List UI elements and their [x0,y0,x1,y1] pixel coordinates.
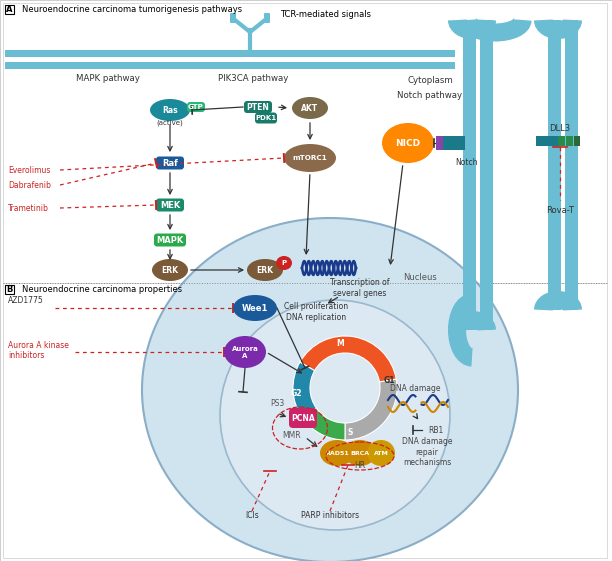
Text: ATM: ATM [373,450,389,456]
Text: Aurora
A: Aurora A [231,346,258,358]
Text: DNA damage
repair
mechanisms: DNA damage repair mechanisms [401,437,452,467]
Ellipse shape [247,259,283,281]
Ellipse shape [320,440,354,466]
Text: RAD51: RAD51 [325,450,349,456]
Bar [436,136,443,150]
Ellipse shape [142,218,518,561]
Text: Neuroendocrine carcinoma tumorigenesis pathways: Neuroendocrine carcinoma tumorigenesis p… [22,5,242,14]
Text: Nucleus: Nucleus [403,273,437,282]
Text: HR: HR [354,461,365,470]
FancyBboxPatch shape [156,157,184,169]
Text: PIK3CA pathway: PIK3CA pathway [218,73,288,82]
Text: Notch pathway: Notch pathway [397,90,463,99]
Text: MMR: MMR [283,430,301,439]
Text: BRCA: BRCA [351,450,370,456]
Text: PARP inhibitors: PARP inhibitors [301,512,359,521]
Ellipse shape [150,99,190,121]
Bar [463,20,476,330]
Text: NICD: NICD [395,139,420,148]
Text: B: B [6,285,13,294]
FancyBboxPatch shape [187,102,205,112]
Text: A: A [6,5,13,14]
Bar [3,283,607,558]
FancyBboxPatch shape [154,233,186,246]
Bar [566,136,573,146]
Text: AKT: AKT [302,103,319,113]
Bar [558,136,565,146]
Text: DNA damage: DNA damage [390,384,440,393]
Bar [536,136,558,146]
Bar [480,20,493,330]
Text: Wee1: Wee1 [242,304,268,312]
Ellipse shape [284,144,336,172]
Bar [5,62,455,69]
Text: TCR-mediated signals: TCR-mediated signals [280,10,371,19]
Ellipse shape [344,440,376,466]
Wedge shape [345,379,397,440]
Ellipse shape [276,256,292,270]
Text: Cytoplasm: Cytoplasm [407,76,453,85]
Text: Everolimus: Everolimus [8,165,50,174]
Text: G2: G2 [290,389,302,398]
Ellipse shape [233,295,277,321]
Text: PCNA: PCNA [291,413,315,422]
Text: Aurora A kinase: Aurora A kinase [8,341,69,350]
Text: PDK1: PDK1 [255,115,277,121]
Text: MAPK pathway: MAPK pathway [76,73,140,82]
FancyBboxPatch shape [289,408,317,428]
Text: AZD1775: AZD1775 [8,296,43,305]
Text: ERK: ERK [256,265,274,274]
Text: mTORC1: mTORC1 [293,155,327,161]
Text: Neuroendocrine carcinoma properties: Neuroendocrine carcinoma properties [22,285,182,294]
Text: S: S [348,427,353,436]
Bar [5,50,455,57]
Text: Ras: Ras [162,105,178,114]
Ellipse shape [224,336,266,368]
Text: Raf: Raf [162,159,178,168]
FancyBboxPatch shape [156,199,184,211]
FancyBboxPatch shape [244,101,272,113]
Text: MEK: MEK [160,200,180,209]
Wedge shape [300,336,396,382]
Text: MAPK: MAPK [157,236,184,245]
FancyBboxPatch shape [264,13,270,23]
Text: GTP: GTP [188,104,204,110]
Text: inhibitors: inhibitors [8,351,45,360]
FancyBboxPatch shape [5,285,14,294]
Text: DLL3: DLL3 [550,123,570,132]
Text: M: M [336,338,344,347]
Text: Cell proliferation
DNA replication: Cell proliferation DNA replication [284,302,348,321]
Bar [565,20,578,310]
Text: Trametinib: Trametinib [8,204,49,213]
Ellipse shape [292,97,328,119]
Text: Dabrafenib: Dabrafenib [8,181,51,190]
Text: ICIs: ICIs [245,512,259,521]
FancyBboxPatch shape [5,5,14,14]
Text: RB1: RB1 [428,425,444,435]
Text: G1: G1 [383,375,395,384]
Text: ERK: ERK [162,265,179,274]
FancyBboxPatch shape [255,113,277,123]
Text: P: P [282,260,286,266]
Text: PS3: PS3 [270,398,284,407]
Wedge shape [293,362,316,418]
Ellipse shape [382,123,434,163]
Bar [574,136,580,146]
Text: Rova-T: Rova-T [546,205,574,214]
Ellipse shape [367,440,395,466]
Circle shape [220,300,450,530]
Text: Transcription of
several genes: Transcription of several genes [330,278,390,298]
FancyBboxPatch shape [230,13,236,23]
Wedge shape [302,408,345,440]
Text: Notch: Notch [456,158,478,167]
Ellipse shape [152,259,188,281]
Bar [443,136,465,150]
Text: PTEN: PTEN [247,103,269,112]
Bar [3,3,607,283]
Bar [548,20,561,310]
Text: (active): (active) [157,119,184,126]
